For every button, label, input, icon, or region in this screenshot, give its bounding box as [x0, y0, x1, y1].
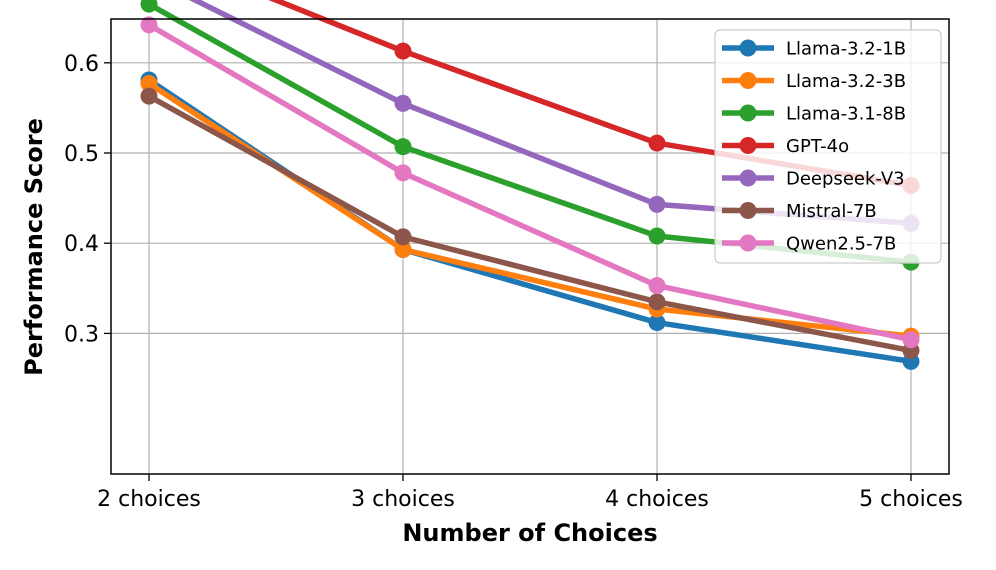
legend-item: Deepseek-V3 [722, 169, 905, 190]
legend-label: Llama-3.2-1B [786, 39, 906, 60]
legend-label: Qwen2.5-7B [786, 234, 896, 255]
data-point [648, 293, 666, 311]
x-tick-label: 4 choices [605, 487, 709, 512]
data-point [140, 75, 158, 93]
legend-item: Llama-3.2-1B [722, 39, 906, 60]
data-point [394, 94, 412, 112]
legend-marker [739, 234, 757, 252]
x-axis-ticks: 2 choices 3 choices 4 choices 5 choices [97, 474, 963, 512]
x-tick-label: 3 choices [351, 487, 455, 512]
y-tick-label: 0.3 [64, 322, 99, 347]
data-point [394, 138, 412, 156]
legend-box [714, 29, 942, 264]
y-tick-label: 0.4 [64, 232, 99, 257]
y-axis-title: Performance Score [20, 118, 48, 376]
data-point [140, 87, 158, 105]
legend-item: Mistral-7B [722, 201, 877, 222]
series-line [146, 93, 914, 354]
data-point [394, 164, 412, 182]
legend-label: Llama-3.1-8B [786, 104, 906, 125]
legend-label: Mistral-7B [786, 201, 877, 222]
data-point [648, 195, 666, 213]
data-point [394, 42, 412, 60]
x-tick-label: 5 choices [859, 487, 963, 512]
data-point [648, 314, 666, 332]
legend-label: GPT-4o [786, 136, 849, 157]
data-point [140, 0, 158, 13]
legend-label: Llama-3.2-3B [786, 71, 906, 92]
legend-item: GPT-4o [722, 136, 849, 157]
data-point [648, 277, 666, 295]
x-tick-label: 2 choices [97, 487, 201, 512]
legend-marker [739, 39, 757, 57]
series-qwen2-5-7b [140, 16, 920, 349]
data-point [140, 16, 158, 34]
y-axis-ticks: 0.30.40.50.60.7 [64, 52, 111, 347]
y-tick-label: 0.5 [64, 142, 99, 167]
data-point [902, 331, 920, 349]
data-point [394, 228, 412, 246]
x-axis-title: Number of Choices [402, 519, 657, 547]
legend-label: Deepseek-V3 [786, 169, 905, 190]
legend-marker [739, 137, 757, 154]
legend-item: Qwen2.5-7B [722, 234, 896, 255]
legend-marker [739, 169, 757, 187]
data-point [394, 241, 412, 259]
series-line [146, 22, 914, 343]
legend: Llama-3.2-1B Llama-3.2-3B Llama-3.1-8B GPT-… [714, 29, 942, 264]
plot-frame [110, 18, 950, 475]
legend-item: Llama-3.2-3B [722, 71, 906, 92]
y-tick-label: 0.6 [64, 52, 99, 77]
legend-marker [739, 72, 757, 89]
data-point [648, 227, 666, 245]
legend-marker [739, 202, 757, 219]
data-point [648, 134, 666, 152]
legend-item: Llama-3.1-8B [722, 104, 906, 125]
legend-marker [739, 104, 757, 122]
